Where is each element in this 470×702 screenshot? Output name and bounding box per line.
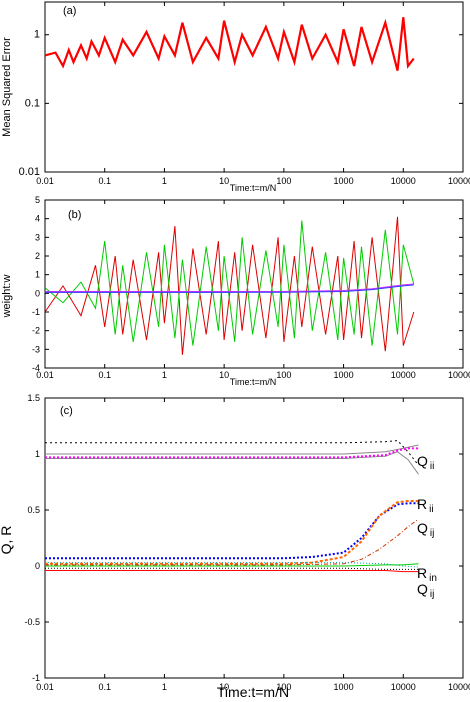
- x-tick-label: 1000: [334, 176, 354, 186]
- panel-a-series: [44, 17, 415, 71]
- y-tick-label: 0: [35, 561, 40, 571]
- x-tick-label: 10000: [391, 370, 416, 380]
- panel-b-series: [44, 216, 415, 355]
- annotation-q-ij-lower-main: Q: [417, 581, 428, 597]
- y-tick-label: 0.1: [25, 97, 40, 109]
- x-tick-label: 100: [276, 682, 291, 692]
- panel-a: (a) Mean Squared Error Time:t=m/N 0.01 0.…: [1, 1, 470, 193]
- annotation-q-ij-upper-main: Q: [417, 520, 428, 536]
- y-tick-label: 0.5: [27, 505, 40, 515]
- x-tick-label: 100: [276, 370, 291, 380]
- y-tick-label: 4: [35, 214, 40, 224]
- panel-c-series: [45, 440, 419, 573]
- series-line-3: [45, 451, 419, 475]
- x-tick-label: 1: [162, 370, 167, 380]
- panel-c-frame: [44, 397, 464, 679]
- series-line-10: [45, 567, 419, 570]
- panel-b-label: (b): [68, 209, 81, 221]
- y-tick-label: -2: [32, 326, 40, 336]
- panel-a-xticks: 0.01 0.1 1 10 100 1000 10000 100000: [36, 2, 470, 186]
- x-tick-label: 1000: [334, 682, 354, 692]
- panel-c-xlabel: Time:t=m/N: [217, 684, 289, 700]
- panel-c-ylabel: Q, R: [0, 526, 14, 555]
- x-tick-label: 1: [162, 176, 167, 186]
- series-line-8: [45, 563, 419, 567]
- panel-b-xticks: 0.010.1110100100010000100000: [36, 200, 470, 380]
- series-line-4: [45, 284, 414, 293]
- y-tick-label: -3: [32, 344, 40, 354]
- panel-a-frame: [44, 1, 464, 173]
- x-tick-label: 1: [162, 682, 167, 692]
- x-tick-label: 0.01: [36, 176, 54, 186]
- panel-b-yticks: 5 4 3 2 1 0 -1 -2 -3 -4: [32, 195, 463, 373]
- x-tick-label: 0.1: [98, 370, 111, 380]
- series-line-2: [44, 220, 415, 346]
- y-tick-label: 2: [35, 251, 40, 261]
- x-tick-label: 10: [219, 176, 229, 186]
- y-tick-label: 0.01: [19, 166, 40, 178]
- x-tick-label: 10: [219, 682, 229, 692]
- y-tick-label: -1: [32, 307, 40, 317]
- x-tick-label: 100: [276, 176, 291, 186]
- panel-b-frame: [44, 199, 464, 369]
- y-tick-label: 1: [34, 29, 40, 41]
- annotation-q-ii-sub: ii: [430, 461, 434, 472]
- panel-c-yticks: 1.5 1 0.5 0 -0.5 -1: [24, 393, 463, 683]
- series-line-3: [45, 283, 414, 292]
- y-tick-label: -4: [32, 363, 40, 373]
- panel-c-xticks: 0.010.1110100100010000100000: [36, 398, 470, 692]
- series-line-1: [45, 440, 419, 466]
- x-tick-label: 0.01: [36, 682, 54, 692]
- x-tick-label: 10000: [391, 176, 416, 186]
- series-line-7: [45, 518, 419, 566]
- y-tick-label: 5: [35, 195, 40, 205]
- x-tick-label: 0.1: [98, 176, 111, 186]
- annotation-r-in-sub: in: [429, 573, 437, 584]
- annotation-q-ij-lower-sub: ij: [430, 589, 434, 600]
- x-tick-label: 0.01: [36, 370, 54, 380]
- y-tick-label: 0: [35, 288, 40, 298]
- series-line-5: [45, 502, 419, 560]
- panel-c-label: (c): [60, 405, 73, 417]
- y-tick-label: 1: [35, 449, 40, 459]
- x-tick-label: 10000: [391, 682, 416, 692]
- panel-b-ylabel: weight:w: [1, 275, 13, 319]
- annotation-r-ii-main: R: [417, 496, 427, 512]
- x-tick-label: 1000: [334, 370, 354, 380]
- y-tick-label: -1: [32, 673, 40, 683]
- annotation-q-ii-main: Q: [417, 453, 428, 469]
- panel-a-xlabel: Time:t=m/N: [230, 183, 276, 193]
- series-line-1: [44, 17, 415, 71]
- x-tick-label: 100000: [448, 176, 470, 186]
- annotation-r-ii-sub: ii: [429, 504, 433, 515]
- panel-a-yticks: 0.01 0.1 1: [19, 29, 463, 178]
- x-tick-label: 0.1: [98, 682, 111, 692]
- y-tick-label: -0.5: [24, 617, 40, 627]
- annotation-q-ij-upper-sub: ij: [430, 528, 434, 539]
- panel-a-label: (a): [63, 5, 76, 17]
- y-tick-label: 1.5: [27, 393, 40, 403]
- x-tick-label: 10: [219, 370, 229, 380]
- annotation-r-in-main: R: [417, 565, 427, 581]
- y-tick-label: 1: [35, 270, 40, 280]
- series-line-6: [45, 500, 419, 565]
- panel-b: (b) weight:w Time:t=m/N 0.01 0.1 1 10 100 100…: [1, 195, 470, 387]
- panel-a-ylabel: Mean Squared Error: [1, 37, 13, 137]
- y-tick-label: 3: [35, 232, 40, 242]
- x-tick-label: 100000: [448, 370, 470, 380]
- panel-b-xlabel: Time:t=m/N: [230, 377, 276, 387]
- x-tick-label: 100000: [448, 682, 470, 692]
- series-line-2: [45, 444, 419, 455]
- panel-c: (c) Q, R Time:t=m/N 0.010.11101001000100…: [0, 393, 470, 700]
- series-line-11: [45, 570, 419, 573]
